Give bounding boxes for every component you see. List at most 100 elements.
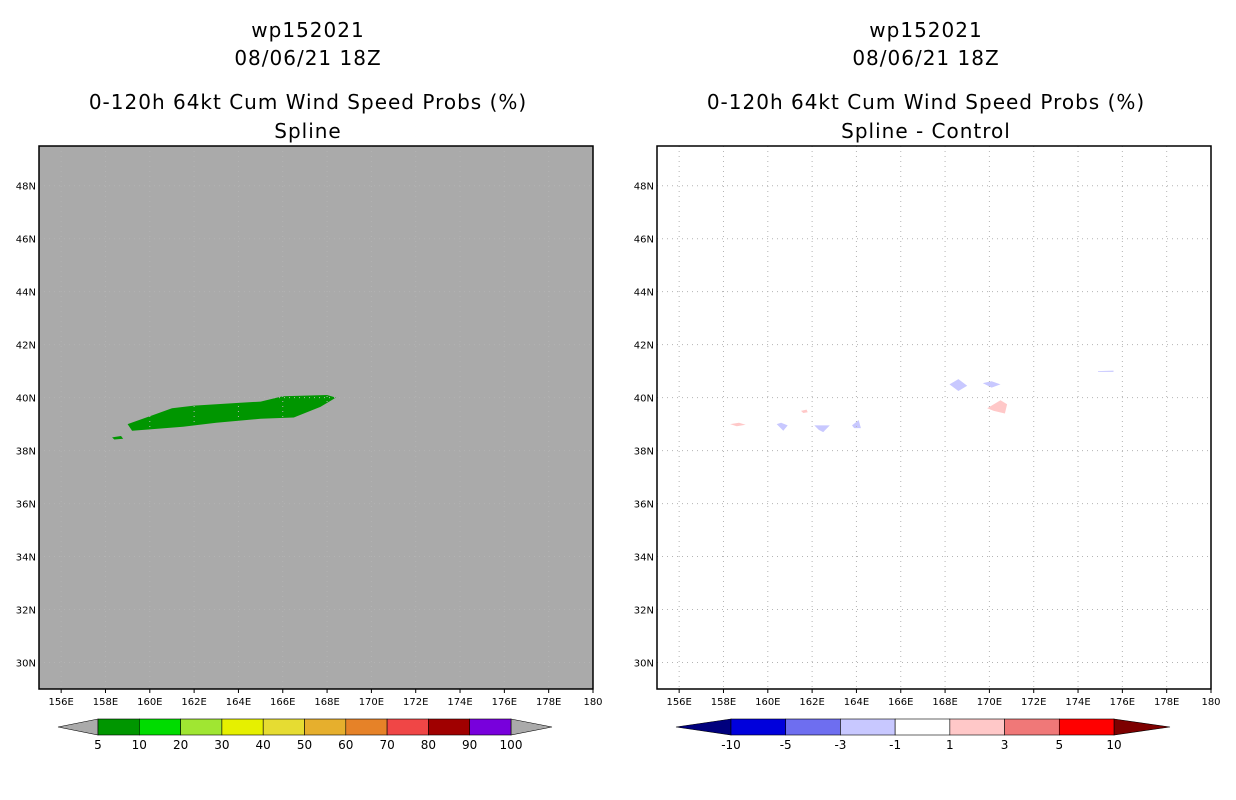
- left-colorbar-label: 50: [297, 738, 312, 752]
- left-colorbar-label: 5: [94, 738, 102, 752]
- right-diff-patch-164.0: [852, 420, 861, 429]
- left-colorbar-label: 100: [500, 738, 523, 752]
- left-colorbar-label: 70: [379, 738, 394, 752]
- left-colorbar-label: 60: [338, 738, 353, 752]
- right-colorbar-swatch: [1058, 718, 1115, 736]
- right-x-tick-label: 180: [1201, 697, 1220, 708]
- right-diff-patch-175.3: [1098, 370, 1114, 372]
- right-diff-patch-170.5: [987, 400, 1008, 414]
- right-y-tick-label: 36N: [634, 500, 654, 511]
- left-y-tick-label: 36N: [16, 500, 36, 511]
- right-y-tick-label: 46N: [634, 235, 654, 246]
- left-y-tick-label: 46N: [16, 235, 36, 246]
- left-y-tick-label: 40N: [16, 394, 36, 405]
- right-colorbar-swatch: [840, 718, 896, 736]
- left-y-tick-label: 44N: [16, 288, 36, 299]
- right-y-tick-label: 30N: [634, 659, 654, 670]
- right-colorbar-label: 10: [1106, 738, 1121, 752]
- right-colorbar-label: -10: [721, 738, 741, 752]
- left-storm-id: wp152021: [251, 18, 365, 42]
- right-chart-title: 0-120h 64kt Cum Wind Speed Probs (%): [706, 90, 1146, 114]
- left-datetime: 08/06/21 18Z: [234, 46, 382, 70]
- right-datetime: 08/06/21 18Z: [852, 46, 1000, 70]
- left-colorbar-swatch: [469, 718, 512, 736]
- right-x-tick-label: 160E: [755, 697, 780, 708]
- right-x-tick-label: 176E: [1110, 697, 1135, 708]
- left-x-tick-label: 172E: [403, 697, 428, 708]
- left-colorbar-label: 80: [421, 738, 436, 752]
- right-y-tick-label: 42N: [634, 341, 654, 352]
- right-diff-patch-158.5: [730, 422, 746, 427]
- left-colorbar-label: 40: [256, 738, 271, 752]
- left-x-tick-label: 176E: [492, 697, 517, 708]
- left-y-tick-label: 32N: [16, 606, 36, 617]
- left-x-tick-label: 170E: [359, 697, 384, 708]
- right-x-tick-label: 156E: [666, 697, 691, 708]
- left-plot-frame: [38, 145, 594, 690]
- right-colorbar-label: 5: [1055, 738, 1063, 752]
- left-chart-subtitle: Spline: [274, 119, 342, 143]
- right-y-tick-label: 34N: [634, 553, 654, 564]
- left-colorbar-label: 10: [132, 738, 147, 752]
- right-diff-patch-168.7: [949, 379, 968, 391]
- right-y-tick-label: 32N: [634, 606, 654, 617]
- left-x-tick-label: 178E: [536, 697, 561, 708]
- right-x-tick-label: 166E: [888, 697, 913, 708]
- right-plot-area: [657, 146, 1211, 689]
- right-x-tick-label: 162E: [799, 697, 824, 708]
- right-colorbar-over-arrow: [1113, 718, 1171, 736]
- right-x-tick-label: 164E: [844, 697, 869, 708]
- right-colorbar-swatch: [785, 718, 841, 736]
- left-chart-title: 0-120h 64kt Cum Wind Speed Probs (%): [88, 90, 528, 114]
- right-colorbar-swatch: [1004, 718, 1060, 736]
- right-y-tick-label: 48N: [634, 182, 654, 193]
- left-x-tick-label: 168E: [314, 697, 339, 708]
- left-probability-speck-5-10: [112, 436, 124, 440]
- right-x-tick-label: 172E: [1021, 697, 1046, 708]
- right-colorbar-label: 1: [946, 738, 954, 752]
- left-y-tick-label: 30N: [16, 659, 36, 670]
- left-y-tick-label: 42N: [16, 341, 36, 352]
- right-diff-patch-170.1: [982, 381, 1001, 388]
- right-colorbar-swatch: [894, 718, 951, 736]
- right-y-tick-label: 40N: [634, 394, 654, 405]
- left-x-tick-label: 164E: [226, 697, 251, 708]
- left-x-tick-label: 166E: [270, 697, 295, 708]
- right-x-tick-label: 158E: [711, 697, 736, 708]
- left-x-tick-label: 160E: [137, 697, 162, 708]
- right-diff-patch-161.5: [801, 409, 808, 413]
- right-colorbar-label: -1: [889, 738, 901, 752]
- right-chart-subtitle: Spline - Control: [841, 119, 1011, 143]
- left-y-tick-label: 48N: [16, 182, 36, 193]
- left-x-tick-label: 156E: [48, 697, 73, 708]
- right-plot-frame: [656, 145, 1212, 690]
- left-probability-swath-5-10: [127, 395, 336, 431]
- left-colorbar-label: 30: [214, 738, 229, 752]
- right-colorbar-under-arrow: [675, 718, 732, 736]
- right-x-tick-label: 170E: [977, 697, 1002, 708]
- left-colorbar-label: 90: [462, 738, 477, 752]
- right-colorbar-swatch: [730, 718, 787, 736]
- left-y-tick-label: 38N: [16, 447, 36, 458]
- right-colorbar-label: -3: [834, 738, 846, 752]
- right-colorbar-swatch: [949, 718, 1005, 736]
- right-x-tick-label: 168E: [932, 697, 957, 708]
- right-colorbar-label: 3: [1001, 738, 1009, 752]
- left-colorbar-label: 20: [173, 738, 188, 752]
- left-x-tick-label: 174E: [447, 697, 472, 708]
- right-storm-id: wp152021: [869, 18, 983, 42]
- left-x-tick-label: 158E: [93, 697, 118, 708]
- right-diff-patch-162.4: [814, 425, 830, 433]
- right-x-tick-label: 178E: [1154, 697, 1179, 708]
- right-y-tick-label: 44N: [634, 288, 654, 299]
- left-x-tick-label: 180: [583, 697, 602, 708]
- right-diff-patch-160.5: [776, 422, 788, 431]
- left-plot-area: [39, 146, 593, 689]
- right-x-tick-label: 174E: [1065, 697, 1090, 708]
- left-x-tick-label: 162E: [181, 697, 206, 708]
- left-y-tick-label: 34N: [16, 553, 36, 564]
- right-y-tick-label: 38N: [634, 447, 654, 458]
- right-colorbar-label: -5: [780, 738, 792, 752]
